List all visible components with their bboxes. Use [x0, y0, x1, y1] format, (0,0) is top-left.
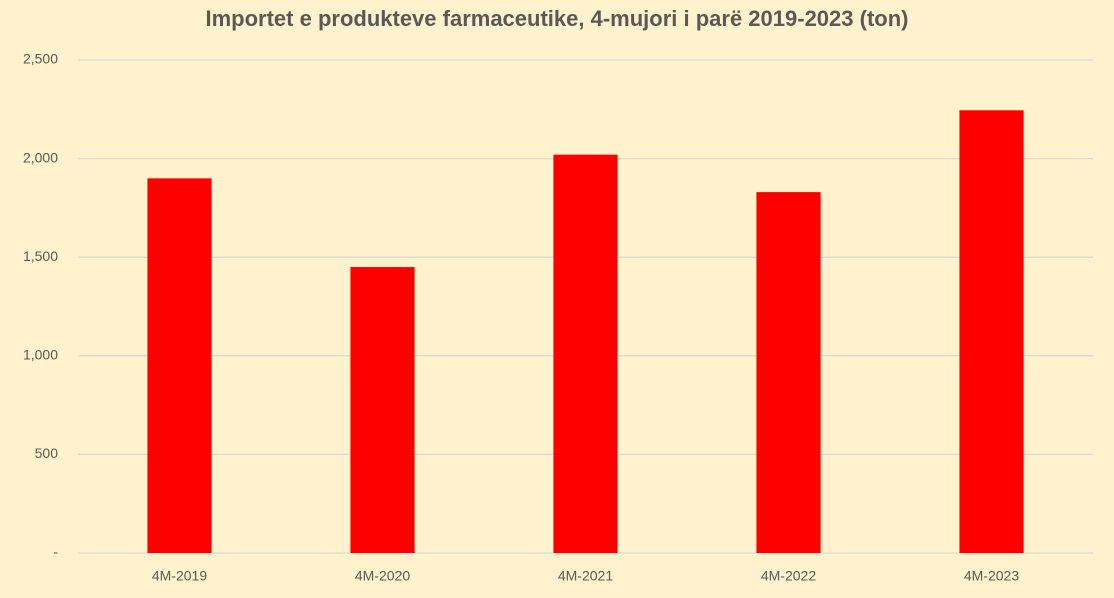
bar [553, 154, 618, 553]
x-tick-label: 4M-2023 [964, 568, 1019, 584]
y-tick-label: - [53, 544, 58, 560]
y-tick-label: 2,000 [23, 149, 58, 165]
x-tick-label: 4M-2020 [355, 568, 410, 584]
y-tick-label: 1,500 [23, 248, 58, 264]
bar [350, 267, 415, 553]
y-tick-label: 1,000 [23, 347, 58, 363]
chart-title: Importet e produkteve farmaceutike, 4-mu… [205, 6, 908, 31]
bar [756, 192, 821, 553]
bar [959, 110, 1024, 553]
bar [147, 178, 212, 553]
x-tick-label: 4M-2019 [152, 568, 207, 584]
x-tick-label: 4M-2022 [761, 568, 816, 584]
y-tick-label: 2,500 [23, 51, 58, 67]
y-tick-label: 500 [35, 445, 59, 461]
x-tick-label: 4M-2021 [558, 568, 613, 584]
